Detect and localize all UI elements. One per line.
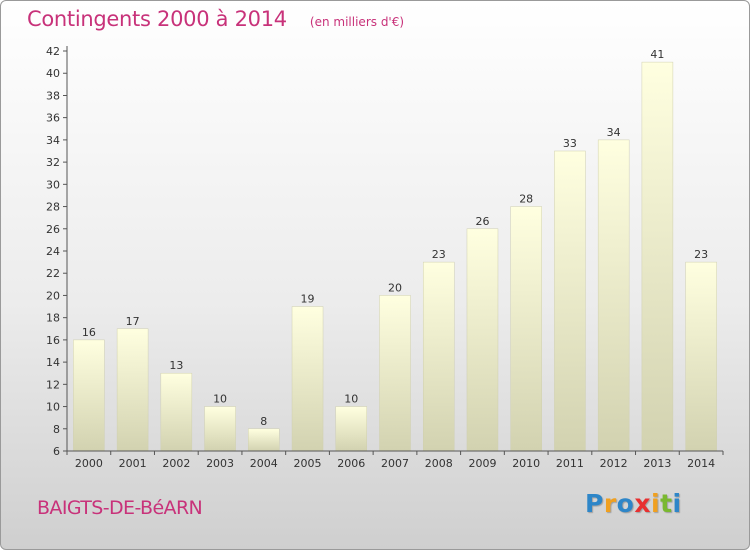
data-label: 19 xyxy=(301,293,315,306)
x-tick-label: 2009 xyxy=(468,457,496,470)
bar xyxy=(641,61,674,452)
x-tick-label: 2014 xyxy=(687,457,715,470)
y-tick-label: 36 xyxy=(46,112,60,125)
bar xyxy=(379,295,411,452)
x-tick-label: 2004 xyxy=(250,457,278,470)
bar xyxy=(466,228,499,452)
bar xyxy=(291,306,324,452)
y-tick-label: 38 xyxy=(46,89,60,102)
bar xyxy=(335,406,368,452)
y-tick-label: 42 xyxy=(46,45,60,58)
x-tick-label: 2011 xyxy=(556,457,584,470)
y-tick-label: 14 xyxy=(46,356,60,369)
y-tick-label: 16 xyxy=(46,334,60,347)
data-label: 20 xyxy=(388,281,402,294)
x-tick-label: 2001 xyxy=(119,457,147,470)
logo-letter: P xyxy=(585,489,604,518)
x-tick-label: 2000 xyxy=(75,457,103,470)
bar xyxy=(116,328,149,452)
y-tick-label: 30 xyxy=(46,178,60,191)
data-label: 41 xyxy=(650,48,664,61)
y-tick-label: 12 xyxy=(46,378,60,391)
x-tick-label: 2008 xyxy=(425,457,453,470)
bar xyxy=(597,139,630,452)
x-tick-label: 2013 xyxy=(643,457,671,470)
data-label: 13 xyxy=(169,359,183,372)
y-tick-label: 20 xyxy=(46,289,60,302)
bar xyxy=(160,372,193,452)
y-tick-label: 26 xyxy=(46,223,60,236)
data-label: 34 xyxy=(607,126,621,139)
chart-title: Contingents 2000 à 2014 xyxy=(27,7,287,31)
y-tick-label: 40 xyxy=(46,67,60,80)
data-label: 10 xyxy=(213,393,227,406)
bar xyxy=(248,428,280,452)
place-name: BAIGTS-DE-BéARN xyxy=(37,497,203,519)
y-tick-label: 32 xyxy=(46,156,60,169)
logo-letter: i xyxy=(672,489,682,518)
bar xyxy=(685,261,717,452)
y-tick-label: 22 xyxy=(46,267,60,280)
data-label: 28 xyxy=(519,193,533,206)
logo-letter: o xyxy=(616,489,635,518)
logo-letter: r xyxy=(603,489,617,518)
logo-letter: t xyxy=(660,489,673,518)
data-label: 23 xyxy=(694,248,708,261)
data-label: 8 xyxy=(260,415,267,428)
data-label: 16 xyxy=(82,326,96,339)
logo-letter: i xyxy=(651,489,661,518)
data-label: 10 xyxy=(344,393,358,406)
x-tick-label: 2003 xyxy=(206,457,234,470)
y-tick-label: 10 xyxy=(46,401,60,414)
bar xyxy=(510,206,542,452)
bar xyxy=(204,406,236,452)
proxiti-logo: Proxiti xyxy=(585,489,682,518)
y-tick-label: 6 xyxy=(53,445,60,458)
y-tick-label: 18 xyxy=(46,312,60,325)
x-tick-label: 2005 xyxy=(294,457,322,470)
data-label: 33 xyxy=(563,137,577,150)
bar xyxy=(73,339,105,452)
bar xyxy=(422,261,455,452)
bar xyxy=(554,150,586,452)
chart-subtitle: (en milliers d'€) xyxy=(309,15,405,29)
title-row: Contingents 2000 à 2014 (en milliers d'€… xyxy=(27,7,404,31)
y-tick-label: 34 xyxy=(46,134,60,147)
y-tick-label: 24 xyxy=(46,245,60,258)
data-label: 17 xyxy=(126,315,140,328)
x-tick-label: 2012 xyxy=(600,457,628,470)
logo-letter: x xyxy=(634,489,651,518)
data-label: 23 xyxy=(432,248,446,261)
y-tick-label: 8 xyxy=(53,423,60,436)
x-tick-label: 2007 xyxy=(381,457,409,470)
data-label: 26 xyxy=(475,215,489,228)
x-tick-label: 2006 xyxy=(337,457,365,470)
x-tick-label: 2002 xyxy=(162,457,190,470)
x-tick-label: 2010 xyxy=(512,457,540,470)
y-tick-label: 28 xyxy=(46,201,60,214)
